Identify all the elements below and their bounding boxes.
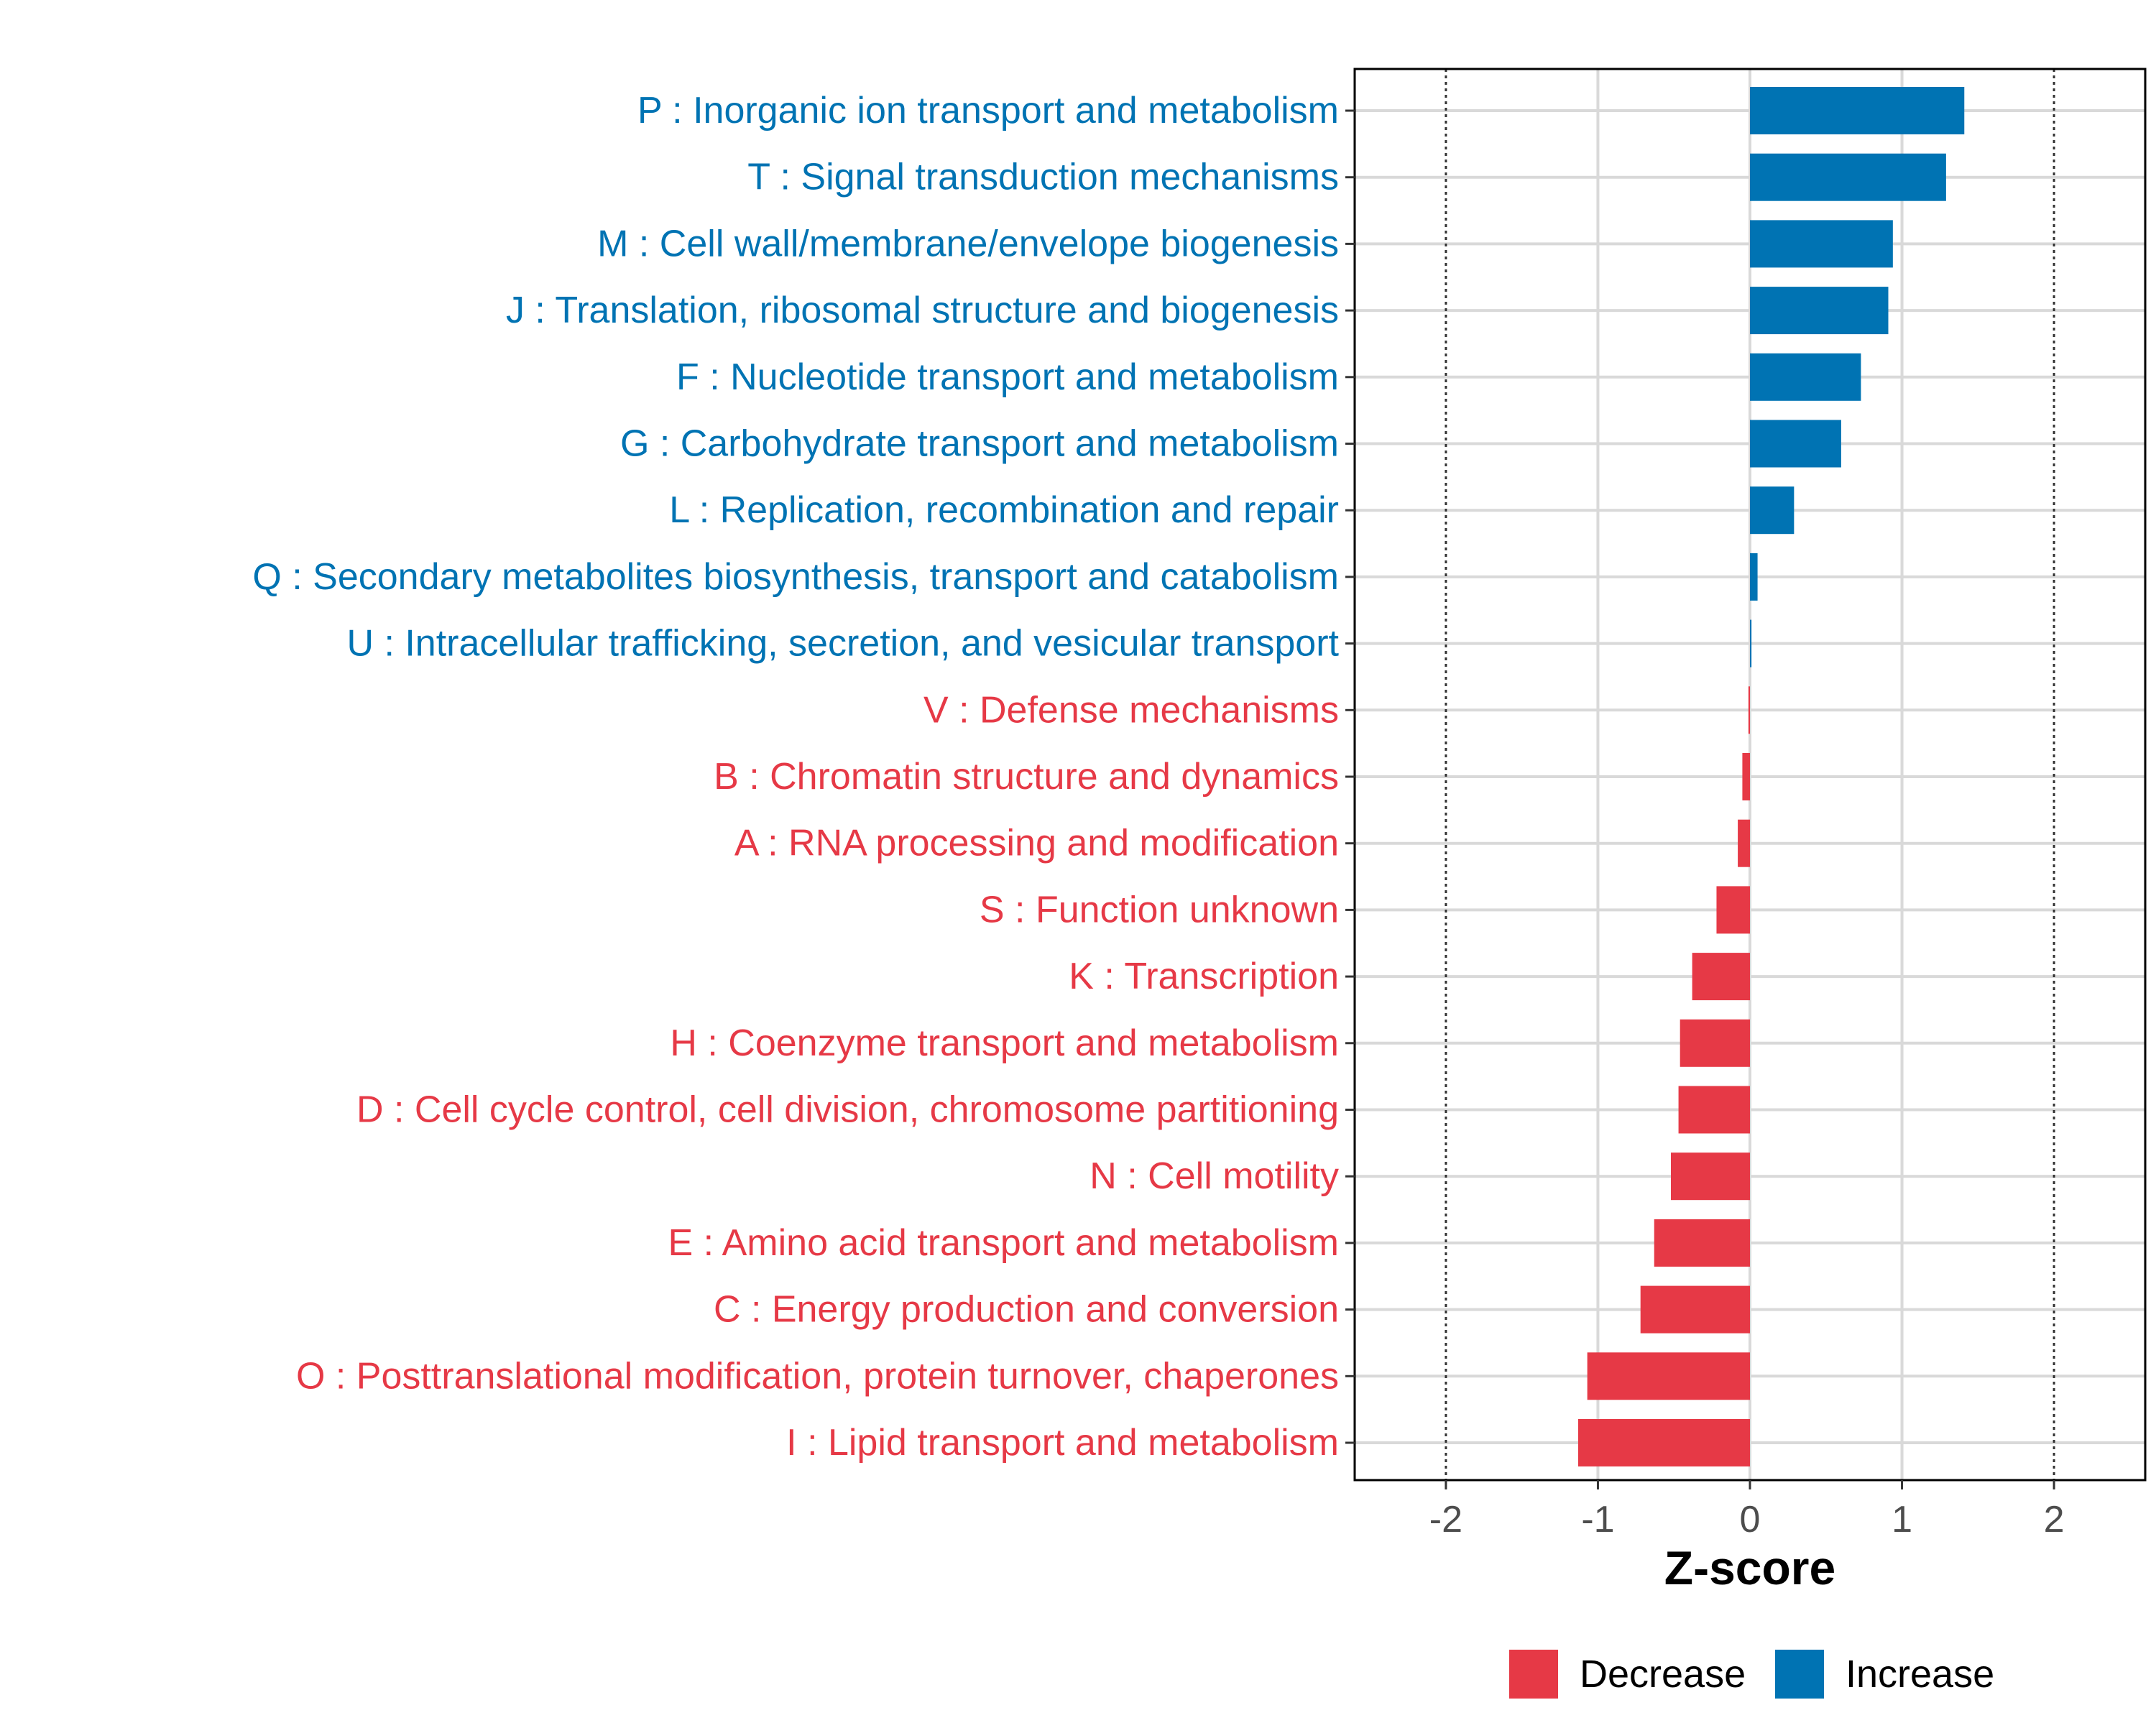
legend-label-increase: Increase [1846, 1653, 1994, 1696]
y-tick-label: I : Lipid transport and metabolism [786, 1422, 1339, 1464]
bar-i [1577, 1419, 1750, 1466]
bar-a [1738, 819, 1750, 867]
y-tick-label: K : Transcription [1069, 956, 1339, 997]
bar-q [1750, 553, 1758, 601]
y-tick-label: O : Posttranslational modification, prot… [296, 1355, 1339, 1397]
x-axis-title: Z-score [1664, 1541, 1835, 1594]
y-tick-label: A : RNA processing and modification [734, 823, 1339, 864]
legend-label-decrease: Decrease [1580, 1653, 1746, 1696]
bar-g [1750, 420, 1841, 468]
y-ticks: P : Inorganic ion transport and metaboli… [252, 90, 1355, 1464]
bar-e [1654, 1219, 1750, 1267]
bar-d [1678, 1086, 1750, 1134]
x-tick-label: -2 [1429, 1499, 1462, 1540]
y-tick-label: B : Chromatin structure and dynamics [714, 756, 1339, 798]
bar-s [1716, 886, 1750, 934]
bar-o [1587, 1352, 1750, 1400]
y-tick-label: N : Cell motility [1089, 1155, 1339, 1197]
x-tick-label: -1 [1581, 1499, 1614, 1540]
y-tick-label: S : Function unknown [980, 889, 1339, 930]
y-tick-label: D : Cell cycle control, cell division, c… [356, 1089, 1339, 1131]
y-tick-label: G : Carbohydrate transport and metabolis… [620, 423, 1339, 465]
y-tick-label: J : Translation, ribosomal structure and… [506, 290, 1339, 331]
bar-t [1750, 153, 1946, 201]
legend-key-increase [1775, 1650, 1824, 1699]
x-ticks: -2 -1 0 1 2 [1429, 1480, 2065, 1540]
y-tick-label: C : Energy production and conversion [714, 1289, 1339, 1331]
y-tick-label: M : Cell wall/membrane/envelope biogenes… [597, 223, 1339, 264]
y-tick-label: V : Defense mechanisms [923, 689, 1339, 731]
bar-j [1750, 287, 1889, 335]
y-tick-label: L : Replication, recombination and repai… [669, 489, 1339, 531]
y-tick-label: T : Signal transduction mechanisms [747, 157, 1339, 198]
bar-c [1640, 1285, 1750, 1334]
bar-f [1750, 353, 1861, 401]
bar-p [1750, 87, 1965, 134]
threshold-lines [1445, 69, 2055, 1480]
bar-u [1750, 619, 1752, 667]
y-tick-label: H : Coenzyme transport and metabolism [670, 1022, 1339, 1064]
bar-l [1750, 486, 1795, 535]
bar-h [1680, 1019, 1750, 1067]
y-tick-label: F : Nucleotide transport and metabolism [676, 356, 1339, 398]
y-tick-label: E : Amino acid transport and metabolism [668, 1222, 1339, 1264]
bar-n [1671, 1152, 1750, 1201]
y-tick-label: Q : Secondary metabolites biosynthesis, … [252, 556, 1339, 598]
x-tick-label: 2 [2044, 1499, 2065, 1540]
bar-m [1750, 220, 1893, 268]
bar-v [1748, 686, 1750, 734]
legend-key-decrease [1509, 1650, 1558, 1699]
y-tick-label: P : Inorganic ion transport and metaboli… [637, 90, 1339, 131]
bars [1577, 87, 1965, 1466]
bar-k [1692, 953, 1750, 1001]
bar-b [1742, 753, 1750, 800]
legend: Decrease Increase [1509, 1650, 1994, 1699]
y-tick-label: U : Intracellular trafficking, secretion… [346, 623, 1339, 665]
x-tick-label: 1 [1892, 1499, 1912, 1540]
x-tick-label: 0 [1740, 1499, 1761, 1540]
